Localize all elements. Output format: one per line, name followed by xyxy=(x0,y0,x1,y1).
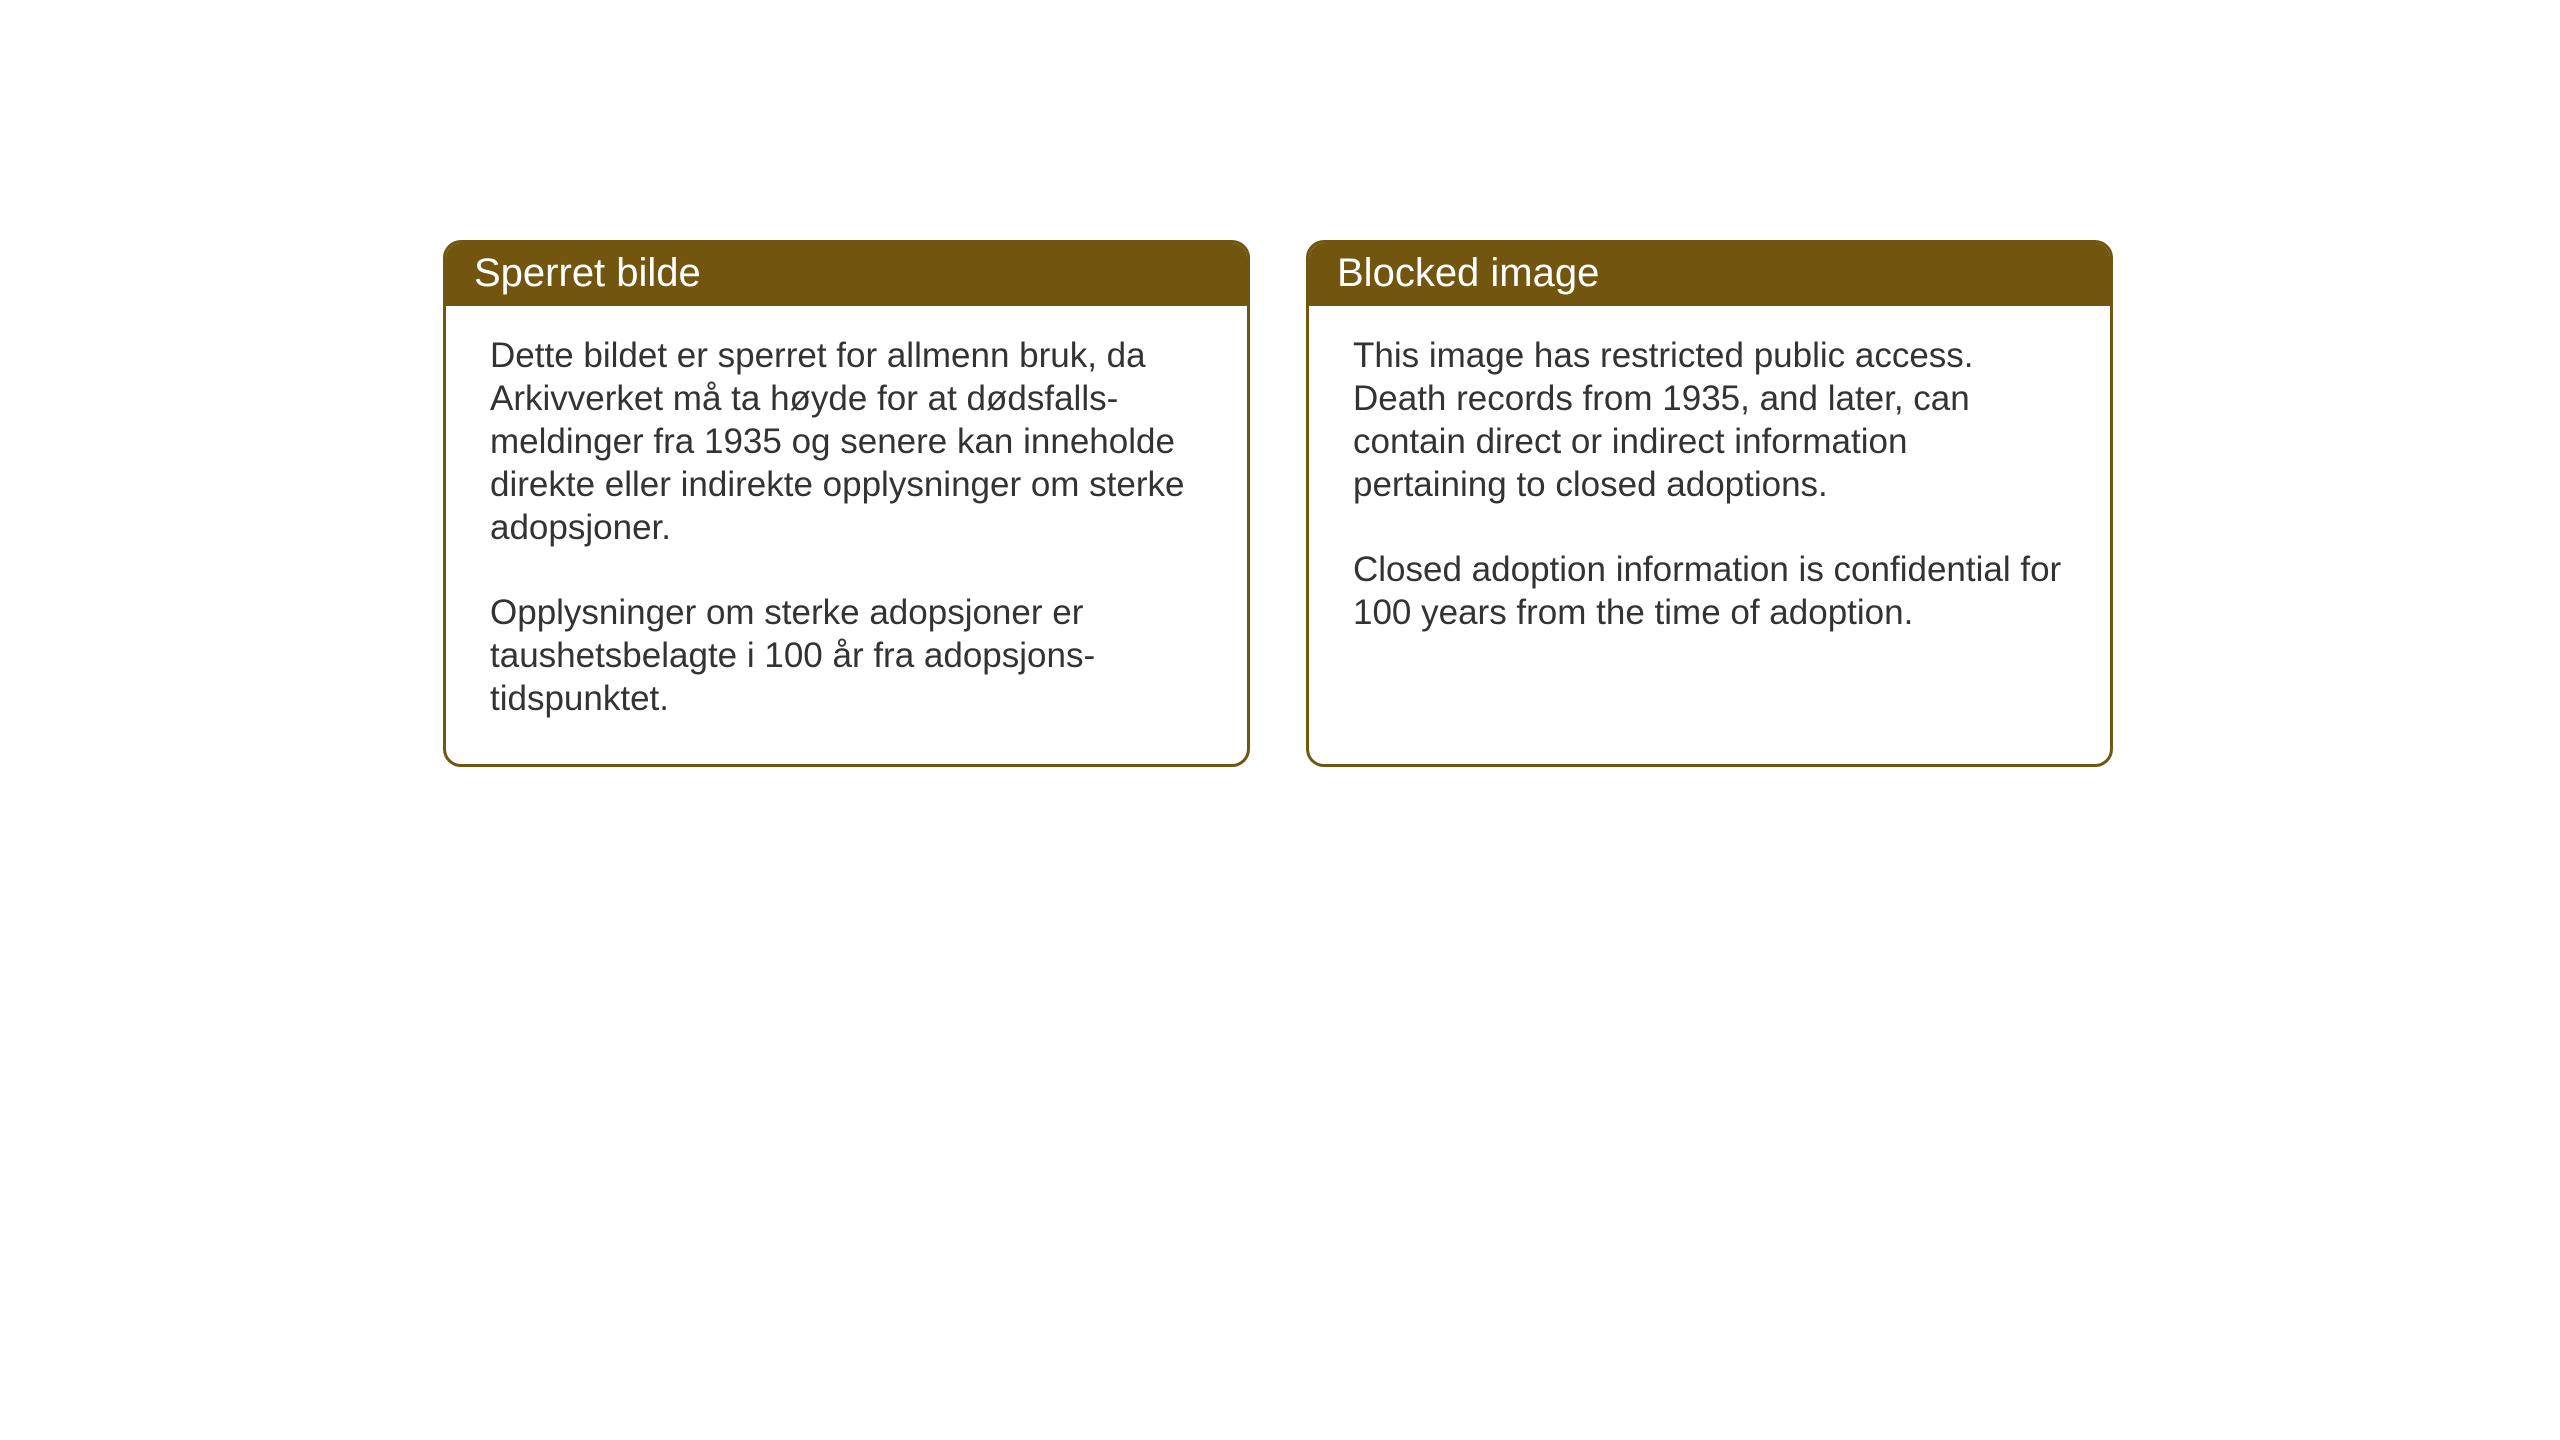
notice-header-norwegian: Sperret bilde xyxy=(446,243,1247,306)
notice-container: Sperret bilde Dette bildet er sperret fo… xyxy=(443,240,2113,767)
notice-header-english: Blocked image xyxy=(1309,243,2110,306)
notice-paragraph-2-english: Closed adoption information is confident… xyxy=(1353,548,2066,634)
notice-paragraph-2-norwegian: Opplysninger om sterke adopsjoner er tau… xyxy=(490,591,1203,720)
notice-body-norwegian: Dette bildet er sperret for allmenn bruk… xyxy=(446,306,1247,764)
notice-paragraph-1-english: This image has restricted public access.… xyxy=(1353,334,2066,506)
notice-paragraph-1-norwegian: Dette bildet er sperret for allmenn bruk… xyxy=(490,334,1203,549)
notice-card-english: Blocked image This image has restricted … xyxy=(1306,240,2113,767)
notice-body-english: This image has restricted public access.… xyxy=(1309,306,2110,724)
notice-card-norwegian: Sperret bilde Dette bildet er sperret fo… xyxy=(443,240,1250,767)
